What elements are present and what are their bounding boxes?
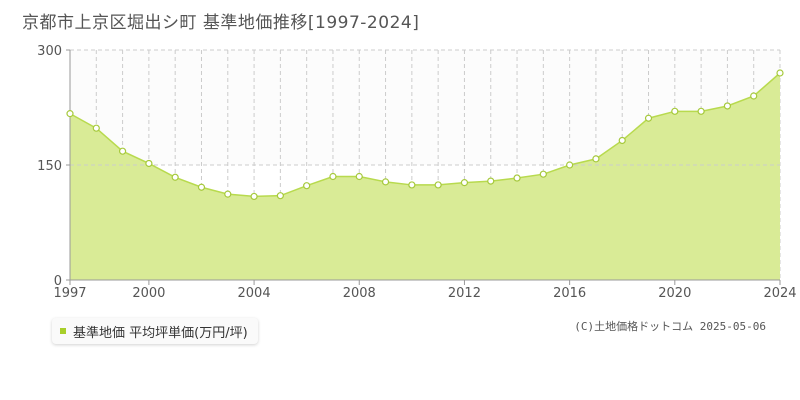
data-point — [671, 107, 679, 115]
data-point — [66, 110, 74, 118]
y-tick-label: 150 — [37, 159, 62, 174]
data-point — [329, 172, 337, 181]
data-point — [618, 136, 626, 145]
series-area — [70, 73, 780, 280]
copyright-credit: (C)土地価格ドットコム 2025-05-06 — [574, 320, 766, 333]
data-point — [723, 102, 732, 110]
x-tick-label: 2024 — [763, 286, 796, 301]
x-tick-label: 2020 — [658, 286, 691, 301]
chart-title: 京都市上京区堀出シ町 基準地価推移[1997-2024] — [22, 13, 420, 33]
data-point — [539, 170, 547, 178]
data-point — [487, 177, 495, 185]
legend-label: 基準地価 平均坪単価(万円/坪) — [73, 325, 248, 341]
data-point — [303, 182, 311, 190]
x-tick-label: 2004 — [238, 286, 271, 301]
data-point — [92, 124, 100, 132]
data-point — [197, 183, 206, 191]
data-point — [434, 181, 442, 189]
data-point — [118, 147, 127, 155]
x-tick-label: 2012 — [448, 286, 481, 301]
data-point — [566, 161, 574, 169]
y-tick-label: 300 — [37, 44, 62, 59]
x-tick-label: 2016 — [553, 286, 586, 301]
legend: 基準地価 平均坪単価(万円/坪) — [52, 318, 258, 344]
x-tick-label: 2008 — [343, 286, 376, 301]
data-point — [513, 174, 521, 182]
series-line — [69, 72, 781, 198]
data-point — [460, 179, 469, 187]
data-point — [381, 178, 390, 186]
data-point — [697, 107, 705, 115]
data-point — [355, 172, 363, 181]
data-point — [408, 181, 416, 189]
data-point — [750, 92, 758, 100]
x-tick-label: 1997 — [53, 286, 86, 301]
data-point — [224, 190, 232, 198]
data-point — [592, 155, 600, 163]
x-tick-label: 2000 — [132, 286, 165, 301]
data-point — [776, 69, 784, 77]
legend-swatch-icon — [60, 328, 66, 334]
y-tick-label: 0 — [54, 274, 62, 289]
data-point — [644, 114, 653, 122]
data-point — [145, 159, 153, 168]
data-point — [171, 173, 179, 181]
data-point — [276, 192, 284, 200]
data-point — [250, 192, 258, 201]
